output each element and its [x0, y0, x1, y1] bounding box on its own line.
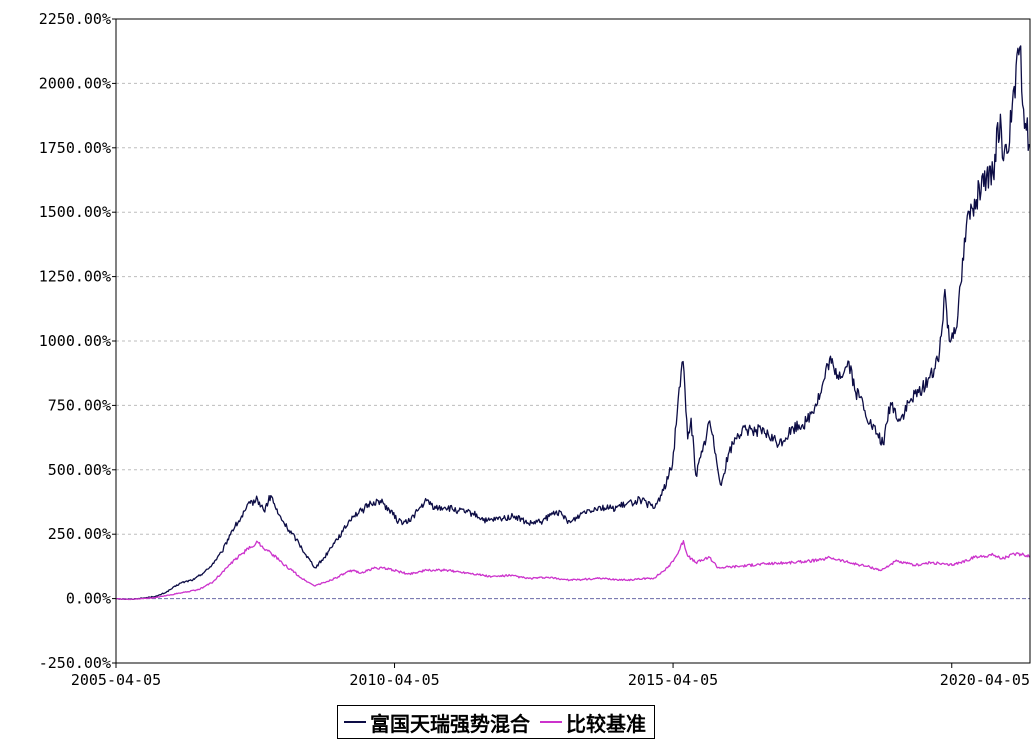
y-tick-label: -250.00% [39, 654, 111, 672]
series-lines [115, 45, 1031, 601]
y-axis-ticks: -250.00% 0.00% 250.00% 500.00% 750.00% 1000.0… [39, 10, 116, 672]
chart-legend: 富国天瑞强势混合 比较基准 [337, 705, 655, 739]
x-tick-label: 2010-04-05 [349, 671, 439, 689]
legend-label-fund: 富国天瑞强势混合 [370, 711, 530, 736]
y-tick-label: 1500.00% [39, 203, 111, 221]
x-tick-label: 2020-04-05 [940, 671, 1030, 689]
y-tick-label: 1750.00% [39, 139, 111, 157]
x-tick-label: 2015-04-05 [628, 671, 718, 689]
y-tick-label: 750.00% [48, 396, 111, 414]
y-tick-label: 1250.00% [39, 268, 111, 286]
legend-swatch-benchmark [540, 721, 562, 723]
series-line-fund [115, 45, 1031, 601]
legend-item-fund: 富国天瑞强势混合 [344, 708, 530, 737]
y-tick-label: 500.00% [48, 461, 111, 479]
y-tick-label: 1000.00% [39, 332, 111, 350]
legend-label-benchmark: 比较基准 [566, 711, 646, 736]
y-tick-label: 250.00% [48, 525, 111, 543]
grid-lines [116, 82, 1030, 535]
x-tick-label: 2005-04-05 [71, 671, 161, 689]
series-line-benchmark [115, 539, 1031, 601]
y-tick-label: 2250.00% [39, 10, 111, 28]
x-axis-ticks: 2005-04-05 2010-04-05 2015-04-05 2020-04-05 [71, 663, 1030, 689]
legend-swatch-fund [344, 721, 366, 723]
y-tick-label: 2000.00% [39, 74, 111, 92]
legend-item-benchmark: 比较基准 [540, 708, 646, 737]
y-tick-label: 0.00% [66, 590, 111, 608]
